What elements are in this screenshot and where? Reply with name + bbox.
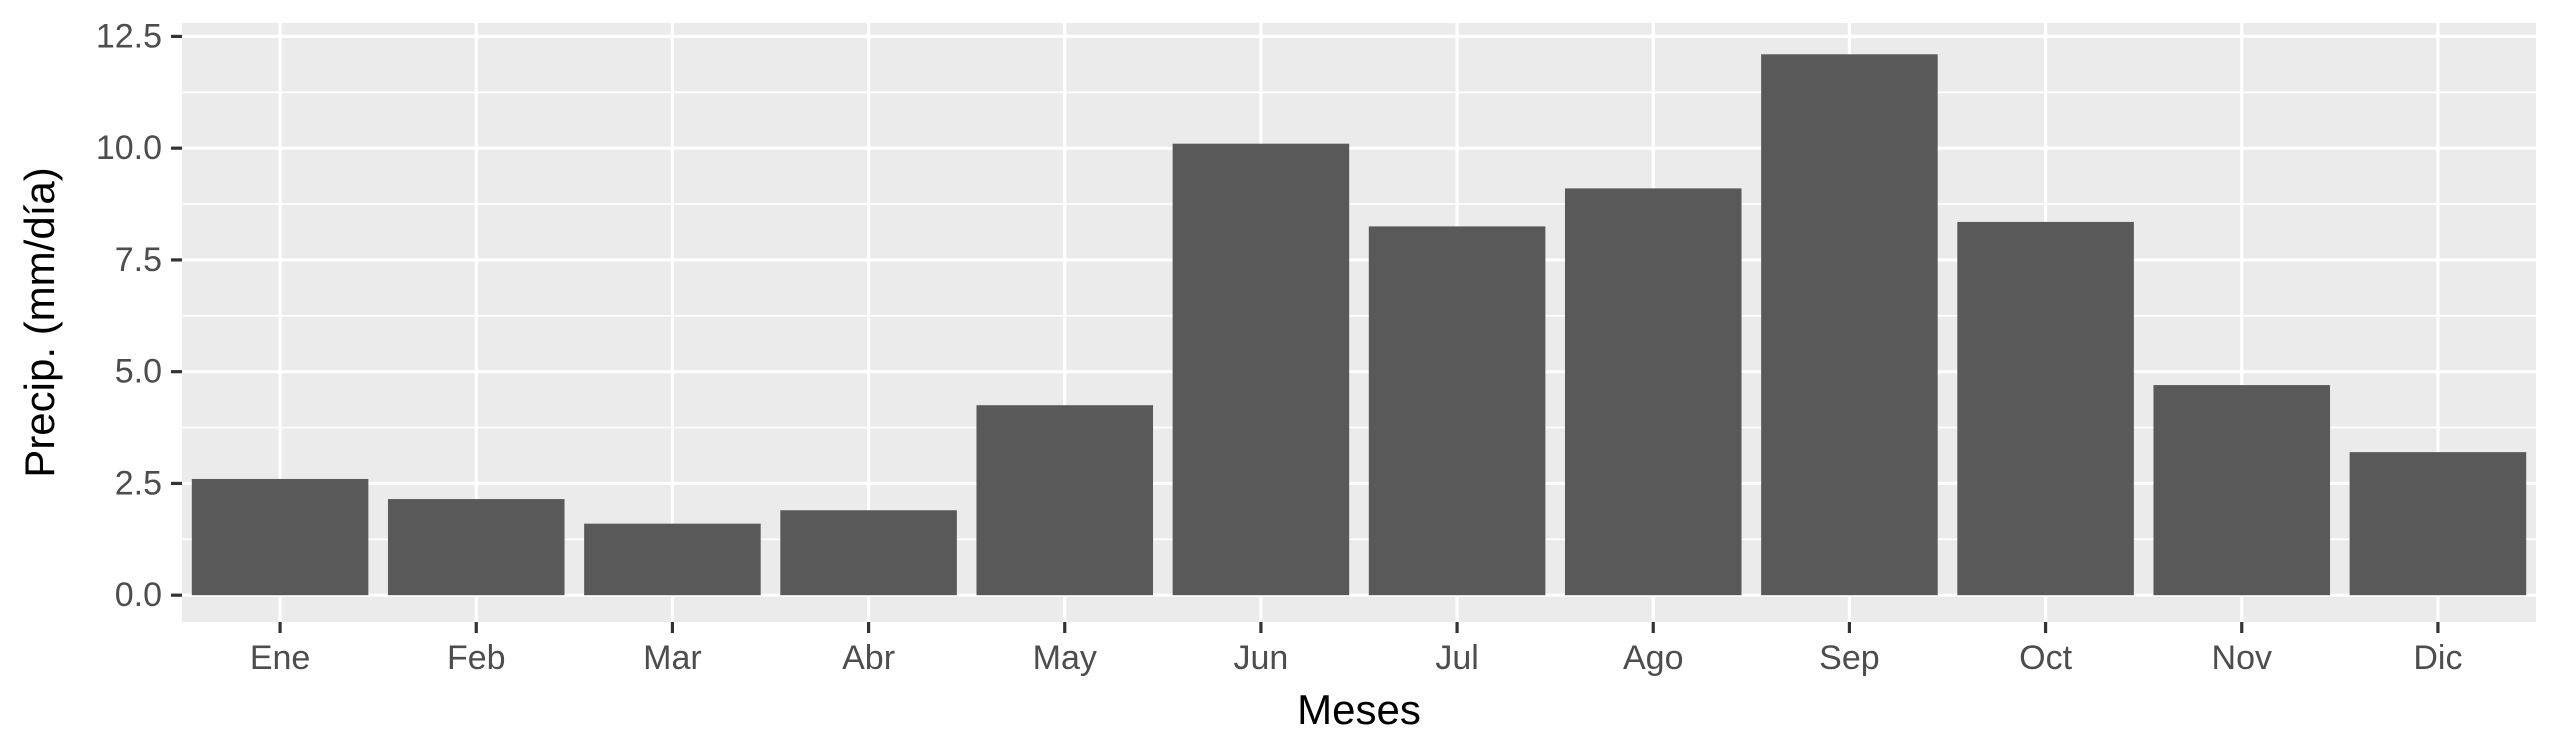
bar-ago [1564,188,1742,596]
x-tick-label: Abr [842,639,895,677]
bar-jul [1368,226,1546,596]
y-tick-label: 7.5 [115,241,162,279]
bar-nov [2153,385,2331,596]
bar-ene [191,478,369,596]
x-tick-label: Jun [1234,639,1289,677]
bar-feb [387,499,565,596]
x-axis: Ene Feb Mar Abr May Jun Jul Ago Sep Oct Nov Dic [250,622,2462,677]
y-axis: 0.0 2.5 5.0 7.5 10.0 12.5 [96,17,182,614]
x-tick-label: May [1033,639,1097,677]
y-tick-label: 5.0 [115,353,162,391]
bar-oct [1957,221,2134,596]
x-tick-label: Ago [1623,639,1684,677]
plot-panel [182,23,2536,622]
x-tick-label: Feb [447,639,506,677]
bar-dic [2349,452,2527,596]
bar-mar [584,523,761,596]
bar-may [976,405,1154,596]
y-tick-label: 10.0 [96,129,162,167]
x-tick-label: Ene [250,639,311,677]
bar-sep [1761,54,1938,596]
bars [191,54,2527,596]
x-tick-label: Nov [2212,639,2272,677]
x-tick-label: Sep [1819,639,1880,677]
x-tick-label: Oct [2019,639,2072,677]
x-tick-label: Dic [2413,639,2462,677]
y-tick-label: 2.5 [115,464,162,502]
y-tick-label: 0.0 [115,576,162,614]
bar-abr [780,510,957,596]
x-axis-title: Meses [1297,686,1421,733]
panel-background [182,23,2536,622]
x-tick-label: Mar [643,639,702,677]
y-tick-label: 12.5 [96,17,162,55]
bar-jun [1172,143,1350,596]
x-tick-label: Jul [1435,639,1478,677]
y-axis-title: Precip. (mm/día) [16,167,63,477]
